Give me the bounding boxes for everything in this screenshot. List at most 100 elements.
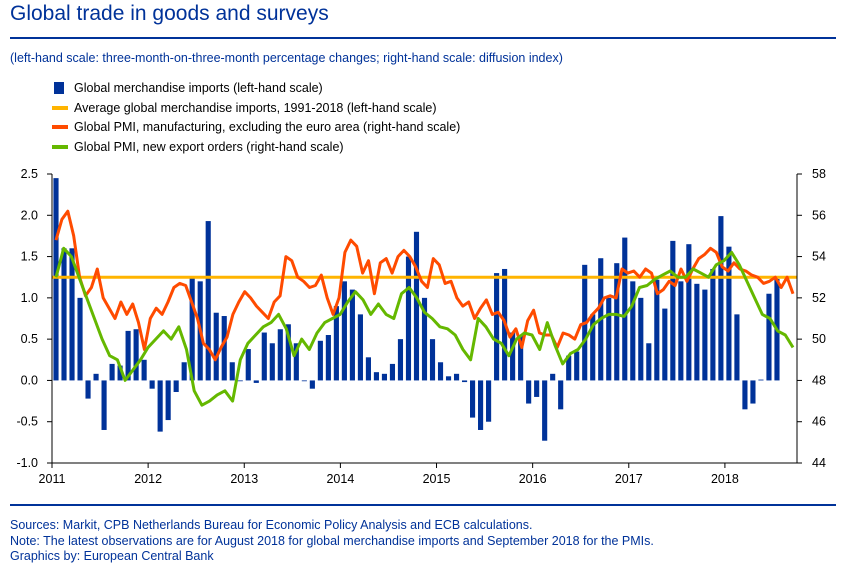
- bar: [694, 283, 700, 381]
- bar: [133, 329, 139, 381]
- right-tick-label: 52: [812, 291, 826, 305]
- bar: [646, 343, 652, 381]
- bar: [558, 380, 564, 410]
- bar: [622, 237, 628, 381]
- bar: [445, 376, 452, 381]
- bar: [269, 343, 275, 381]
- bar: [405, 256, 412, 381]
- bar: [662, 308, 668, 381]
- bar: [181, 362, 187, 381]
- bar: [101, 380, 107, 430]
- bar: [365, 357, 371, 381]
- bar: [189, 277, 195, 381]
- pmi-export-line: [54, 246, 795, 407]
- legend-swatch-pmi-export: [52, 144, 68, 149]
- bar: [486, 380, 492, 422]
- bar: [109, 363, 115, 381]
- bar: [702, 289, 708, 381]
- bar: [534, 380, 540, 397]
- bar: [245, 349, 251, 381]
- axes: 2.5 2.0 1.5 1.0 0.5 0.0 -0.5 -1.0 58 56 54 52 50 48 46…: [16, 167, 825, 486]
- legend-swatch-pmi-manufacturing: [52, 125, 68, 129]
- x-tick-label: 2018: [711, 472, 739, 486]
- chart-subtitle: (left-hand scale: three-month-on-three-m…: [10, 51, 563, 65]
- left-tick-label: 2.5: [21, 167, 38, 181]
- bar: [494, 273, 500, 381]
- right-tick-label: 50: [812, 332, 826, 346]
- legend: Global merchandise imports (left-hand sc…: [52, 80, 460, 158]
- bar: [261, 332, 267, 381]
- footer-credit: Graphics by: European Central Bank: [10, 549, 214, 563]
- bar: [510, 332, 516, 381]
- bar: [277, 329, 283, 381]
- bar: [678, 281, 684, 381]
- line-series: [52, 209, 797, 407]
- bar: [630, 281, 636, 381]
- bar: [93, 373, 99, 381]
- left-tick-label: 1.0: [21, 291, 38, 305]
- bar: [357, 314, 363, 381]
- bar: [77, 297, 83, 381]
- bar: [718, 216, 724, 381]
- bar: [397, 339, 404, 381]
- footer: Sources: Markit, CPB Netherlands Bureau …: [10, 518, 654, 565]
- right-tick-label: 44: [812, 456, 826, 470]
- legend-swatch-average: [52, 105, 68, 110]
- legend-label-pmi-export: Global PMI, new export orders (right-han…: [74, 139, 344, 154]
- left-tick-label: 2.0: [21, 208, 38, 222]
- x-tick-label: 2016: [519, 472, 547, 486]
- bar: [654, 279, 660, 381]
- left-tick-label: 1.5: [21, 250, 38, 264]
- bar: [734, 314, 740, 381]
- x-tick-label: 2017: [615, 472, 643, 486]
- bar: [293, 343, 299, 381]
- bar: [341, 281, 347, 381]
- footer-note: Note: The latest observations are for Au…: [10, 533, 654, 548]
- bar: [437, 362, 444, 381]
- bar: [285, 324, 291, 381]
- bar: [61, 248, 67, 381]
- bar: [325, 335, 331, 381]
- left-tick-label: -1.0: [16, 456, 38, 470]
- bar: [221, 316, 227, 381]
- bar: [301, 380, 307, 382]
- bar: [317, 340, 323, 381]
- bar: [349, 289, 355, 381]
- title-rule: [10, 37, 836, 39]
- bar: [205, 221, 211, 381]
- x-tick-label: 2011: [39, 472, 66, 486]
- bar: [381, 373, 388, 381]
- bar: [550, 373, 556, 381]
- bar: [478, 380, 484, 430]
- bar: [710, 268, 716, 381]
- bar: [670, 240, 676, 381]
- bar: [141, 359, 147, 381]
- bar-series: [53, 178, 780, 441]
- x-tick-label: 2012: [134, 472, 162, 486]
- bar: [213, 312, 219, 381]
- bar: [389, 363, 396, 381]
- bar: [173, 380, 179, 392]
- legend-label-pmi-manufacturing: Global PMI, manufacturing, excluding the…: [74, 120, 461, 134]
- bar: [726, 246, 732, 381]
- bar: [229, 362, 235, 381]
- bar: [518, 335, 524, 381]
- bar: [566, 355, 572, 381]
- bar: [758, 379, 764, 381]
- bar: [606, 297, 612, 381]
- bar: [53, 178, 59, 381]
- footer-sources: Sources: Markit, CPB Netherlands Bureau …: [10, 518, 533, 532]
- right-tick-label: 48: [812, 373, 826, 387]
- bar: [590, 314, 596, 381]
- bar: [157, 380, 163, 432]
- legend-swatch-imports: [54, 82, 64, 94]
- bar: [638, 297, 644, 381]
- chart-title: Global trade in goods and surveys: [10, 2, 329, 25]
- bar: [742, 380, 748, 410]
- pmi-manufacturing-line: [54, 209, 795, 362]
- bar: [542, 380, 548, 441]
- x-tick-label: 2013: [230, 472, 258, 486]
- bar: [413, 231, 420, 381]
- bar: [453, 373, 460, 381]
- x-tick-label: 2014: [326, 472, 354, 486]
